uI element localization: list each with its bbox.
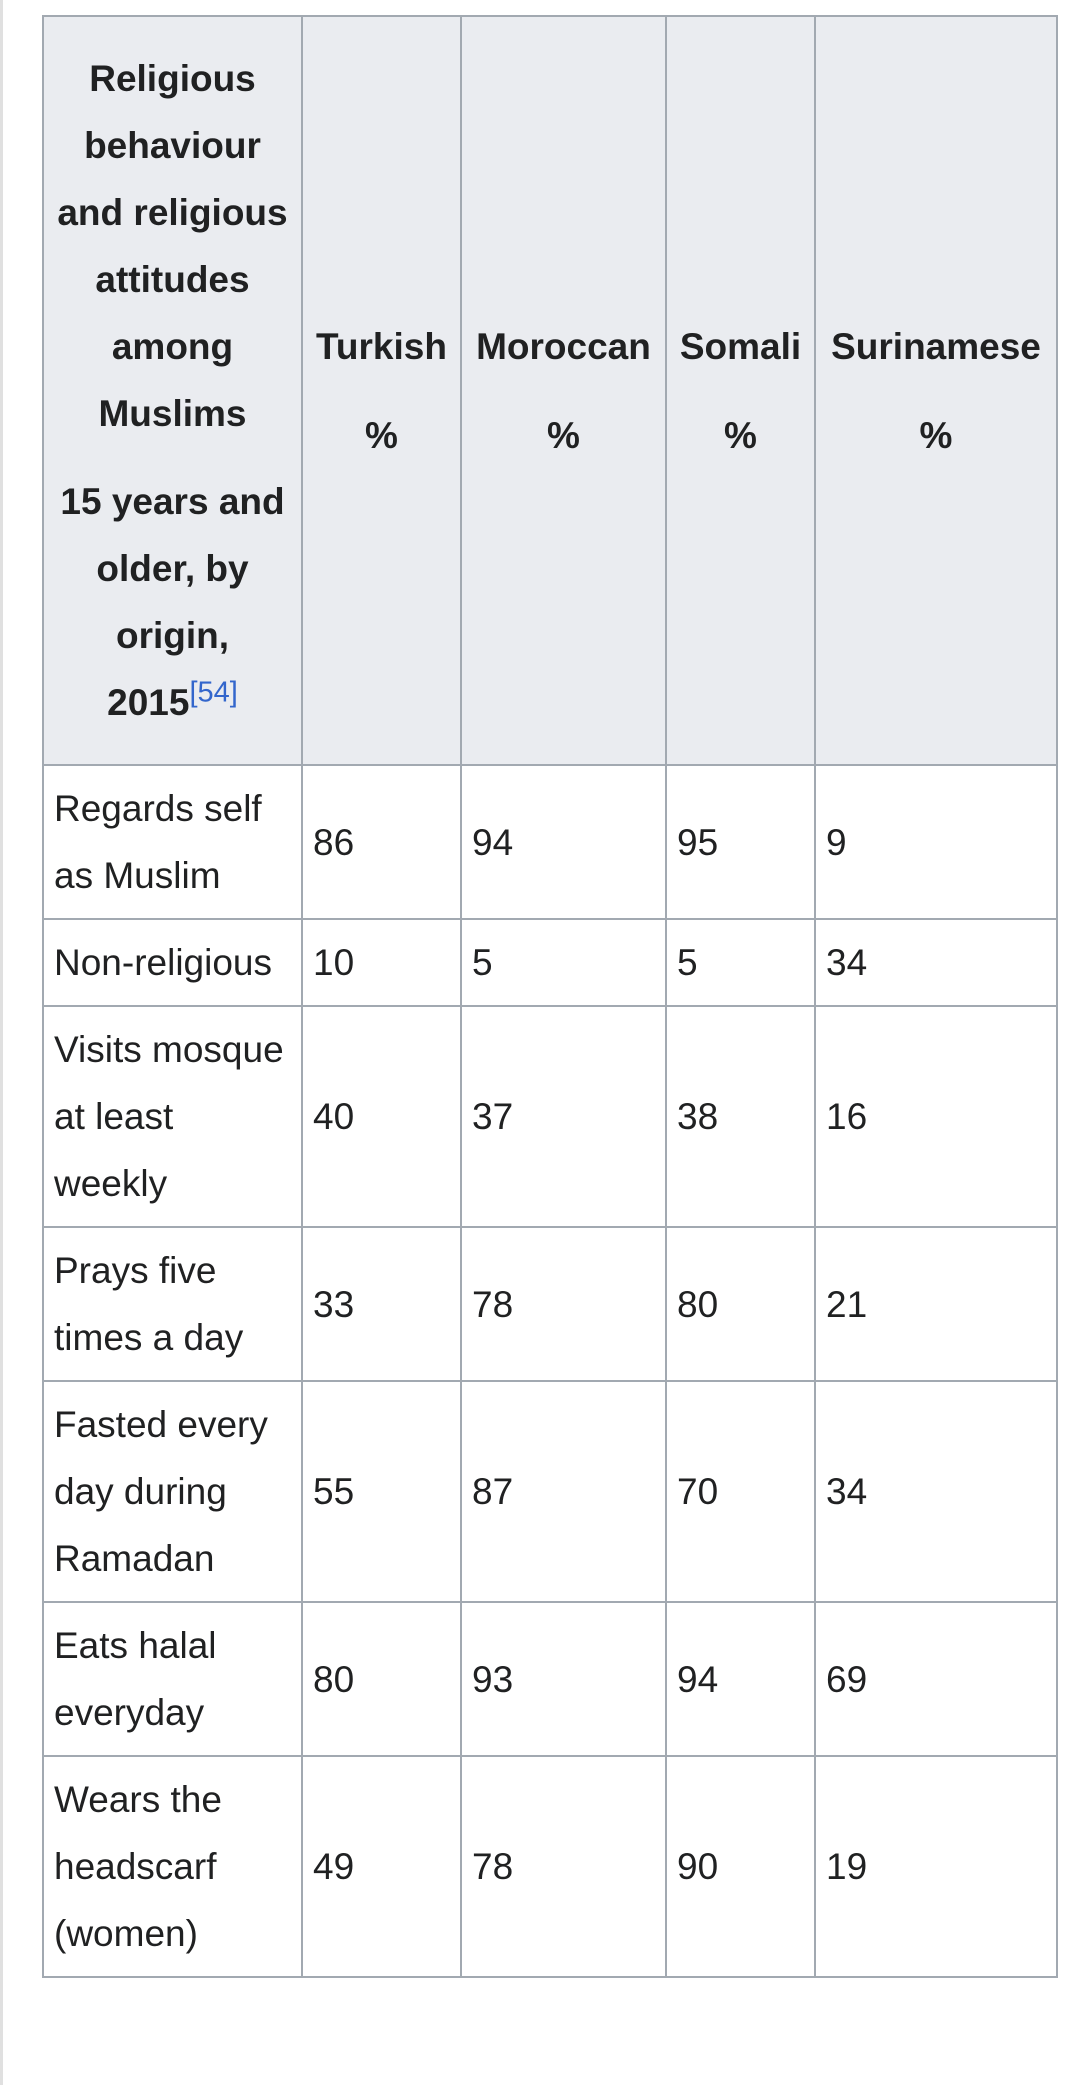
row-label: Prays five times a day (42, 1226, 303, 1382)
cell-value: 10 (301, 918, 462, 1007)
column-name: Turkish (316, 325, 447, 367)
cell-value: 5 (665, 918, 816, 1007)
column-name: Moroccan (476, 325, 651, 367)
table-row: Visits mosque at least weekly 40 37 38 16 (42, 1005, 1058, 1228)
table-row: Eats halal everyday 80 93 94 69 (42, 1601, 1058, 1757)
row-label: Visits mosque at least weekly (42, 1005, 303, 1228)
table-row: Fasted every day during Ramadan 55 87 70 34 (42, 1380, 1058, 1603)
cell-value: 93 (460, 1601, 667, 1757)
column-unit: % (919, 414, 953, 456)
data-table: Religious behaviour and religious attitu… (42, 15, 1058, 1978)
cell-value: 49 (301, 1755, 462, 1978)
row-label: Fasted every day during Ramadan (42, 1380, 303, 1603)
row-label: Wears the headscarf (women) (42, 1755, 303, 1978)
cell-value: 80 (301, 1601, 462, 1757)
column-name: Somali (679, 325, 802, 367)
cell-value: 78 (460, 1755, 667, 1978)
cell-value: 16 (814, 1005, 1058, 1228)
cell-value: 34 (814, 918, 1058, 1007)
row-label: Regards self as Muslim (42, 764, 303, 920)
cell-value: 37 (460, 1005, 667, 1228)
header-subtitle: 15 years and older, by origin, 2015[54] (52, 468, 293, 736)
table-row: Non-religious 10 5 5 34 (42, 918, 1058, 1007)
column-header: Somali% (665, 15, 816, 766)
header-cell: Religious behaviour and religious attitu… (42, 15, 303, 766)
table-row: Regards self as Muslim 86 94 95 9 (42, 764, 1058, 920)
cell-value: 21 (814, 1226, 1058, 1382)
column-header: Turkish% (301, 15, 462, 766)
cell-value: 95 (665, 764, 816, 920)
cell-value: 78 (460, 1226, 667, 1382)
subtitle-text: 15 years and older, by origin, 2015 (60, 481, 285, 723)
table-row: Wears the headscarf (women) 49 78 90 19 (42, 1755, 1058, 1978)
cell-value: 34 (814, 1380, 1058, 1603)
row-label: Non-religious (42, 918, 303, 1007)
cell-value: 9 (814, 764, 1058, 920)
cell-value: 87 (460, 1380, 667, 1603)
table-row: Prays five times a day 33 78 80 21 (42, 1226, 1058, 1382)
reference-link[interactable]: [54] (189, 676, 238, 709)
cell-value: 33 (301, 1226, 462, 1382)
cell-value: 90 (665, 1755, 816, 1978)
cell-value: 86 (301, 764, 462, 920)
column-name: Surinamese (831, 325, 1041, 367)
cell-value: 94 (665, 1601, 816, 1757)
header-row: Religious behaviour and religious attitu… (42, 15, 1058, 766)
cell-value: 94 (460, 764, 667, 920)
column-header: Moroccan% (460, 15, 667, 766)
table-body: Regards self as Muslim 86 94 95 9 Non-religio… (42, 764, 1058, 1978)
column-unit: % (547, 414, 580, 456)
cell-value: 40 (301, 1005, 462, 1228)
cell-value: 80 (665, 1226, 816, 1382)
cell-value: 70 (665, 1380, 816, 1603)
header-title: Religious behaviour and religious attitu… (57, 58, 288, 434)
column-header: Surinamese% (814, 15, 1058, 766)
row-label: Eats halal everyday (42, 1601, 303, 1757)
cell-value: 5 (460, 918, 667, 1007)
edge (0, 0, 3, 2085)
cell-value: 38 (665, 1005, 816, 1228)
column-unit: % (724, 414, 757, 456)
column-unit: % (365, 414, 398, 456)
cell-value: 55 (301, 1380, 462, 1603)
cell-value: 19 (814, 1755, 1058, 1978)
cell-value: 69 (814, 1601, 1058, 1757)
